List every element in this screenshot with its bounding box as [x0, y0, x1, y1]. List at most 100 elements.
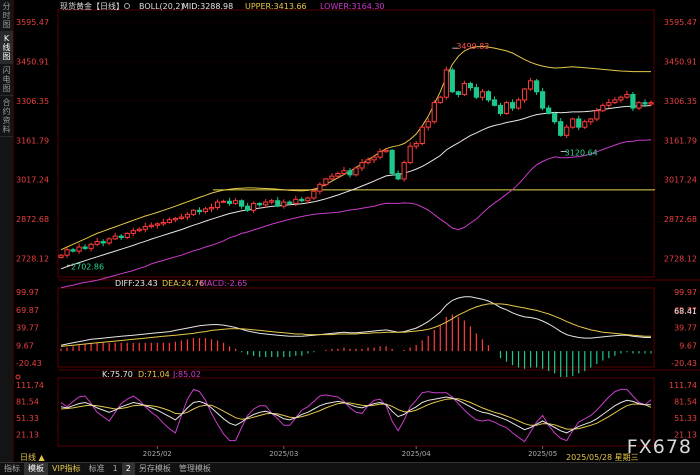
candle-body — [287, 201, 293, 204]
tab-3[interactable]: 标准 — [88, 464, 105, 473]
candle-body — [618, 96, 624, 101]
candle-body — [431, 102, 437, 123]
candle-body — [317, 183, 323, 192]
candle-body — [118, 235, 124, 238]
candle-body — [624, 93, 630, 98]
candle-body — [245, 205, 251, 211]
candle-body — [383, 149, 389, 153]
y-tick-right: 3595.47 — [664, 18, 697, 27]
kdj-k-label: K:75.70 — [102, 370, 133, 379]
macd-y-tick-right: 39.77 — [674, 324, 697, 333]
indicator-label: BOLL(20,2) — [139, 2, 184, 11]
sidebar-item-3[interactable]: 合约资料 — [0, 96, 13, 137]
candle-body — [455, 91, 461, 95]
y-tick-left: 3306.35 — [16, 97, 49, 106]
candle-body — [275, 200, 281, 207]
candle-body — [515, 99, 522, 109]
boll-lower-line — [60, 139, 652, 289]
candle-body — [172, 217, 179, 221]
candle-body — [582, 121, 588, 128]
candle-body — [365, 159, 371, 164]
candle-body — [461, 83, 467, 95]
instrument-title: 现货黄金【日线】 — [60, 1, 124, 11]
y-tick-left: 3450.91 — [16, 58, 49, 67]
panel-frame — [57, 287, 655, 368]
candle-body — [648, 102, 654, 105]
macd-dea-label: DEA:24.76 — [162, 279, 204, 288]
boll-upper-label: UPPER:3413.66 — [245, 2, 307, 11]
candle-body — [401, 162, 407, 180]
kdj-d-line — [60, 398, 652, 430]
candle-body — [395, 172, 401, 180]
candle-body — [546, 107, 552, 115]
kdj-y-tick-right: 81.54 — [674, 398, 697, 407]
candle-body — [142, 226, 148, 230]
gear-icon — [124, 3, 130, 9]
candle-body — [612, 99, 618, 104]
candle-body — [425, 121, 431, 128]
panel-frame — [57, 9, 655, 278]
sidebar-item-2[interactable]: 闪电图 — [0, 64, 13, 96]
macd-dea-line — [60, 303, 651, 347]
candle-body — [636, 102, 642, 109]
candle-body — [576, 118, 582, 128]
y-tick-right: 3306.35 — [664, 97, 697, 106]
candle-body — [564, 126, 570, 136]
sidebar-item-0[interactable]: 分时图 — [0, 0, 13, 32]
kdj-y-tick-left: 21.13 — [16, 431, 39, 440]
candle-body — [166, 219, 172, 224]
candle-body — [148, 224, 154, 228]
tab-2[interactable]: VIP指标 — [52, 464, 81, 473]
date-stamp: 2025/05/28 星期三 — [566, 453, 639, 462]
tab-0[interactable]: 指标 — [4, 464, 20, 473]
tab-5[interactable]: 2 — [121, 463, 135, 475]
candle-body — [570, 118, 576, 128]
watermark-logo: FX678 — [626, 436, 692, 458]
candle-body — [509, 102, 516, 109]
tab-7[interactable]: 管理模板 — [178, 464, 211, 473]
candle-body — [359, 162, 365, 169]
candle-body — [160, 222, 166, 225]
candle-body — [305, 197, 311, 202]
tab-6[interactable]: 另存模板 — [138, 464, 171, 473]
boll-lower-label: LOWER:3164.30 — [320, 2, 385, 11]
candle-body — [190, 209, 197, 215]
candle-body — [437, 96, 443, 104]
boll-mid-label: MID:3288.98 — [182, 2, 233, 11]
candle-body — [293, 198, 299, 204]
macd-y-tick-left: 99.97 — [16, 288, 39, 297]
candle-body — [124, 232, 130, 238]
candle-body — [184, 213, 191, 218]
candle-body — [76, 246, 82, 252]
candle-body — [341, 170, 347, 174]
panel-frame — [57, 377, 655, 447]
candle-body — [214, 201, 221, 209]
sidebar-item-1[interactable]: K线图 — [0, 32, 13, 64]
candle-body — [606, 102, 612, 106]
macd-diff-label: DIFF:23.43 — [115, 279, 158, 288]
candle-body — [527, 80, 534, 90]
candle-body — [106, 238, 112, 244]
candle-body — [269, 200, 275, 203]
x-tick-label: 2025/03 — [269, 450, 298, 458]
candle-body — [353, 167, 359, 176]
kdj-y-tick-right: 111.74 — [669, 381, 697, 390]
candle-body — [588, 118, 594, 123]
candle-body — [251, 202, 257, 211]
y-tick-right: 3017.24 — [664, 176, 697, 185]
kdj-k-line — [60, 396, 651, 434]
candle-body — [299, 198, 305, 202]
tab-1[interactable]: 模板 — [24, 463, 48, 475]
bottom-tab-bar: 指标 模板 VIP指标 标准 1 2 另存模板 管理模板 — [0, 462, 700, 475]
candle-body — [82, 246, 88, 249]
y-tick-left: 3161.79 — [16, 136, 49, 145]
x-tick-label: 2025/05 — [528, 450, 557, 458]
candle-body — [558, 121, 564, 136]
macd-y-tick-left: 69.87 — [16, 306, 39, 315]
tab-4[interactable]: 1 — [112, 464, 118, 473]
kdj-d-label: D:71.04 — [138, 370, 170, 379]
chart-canvas[interactable]: 3595.47 3595.47 3450.91 3450.91 3306.35 3306.… — [0, 0, 700, 462]
macd-value-label: MACD:-2.65 — [200, 279, 247, 288]
candle-body — [208, 207, 215, 210]
panel-toggle-button[interactable]: 日线 ▲ — [20, 453, 45, 462]
